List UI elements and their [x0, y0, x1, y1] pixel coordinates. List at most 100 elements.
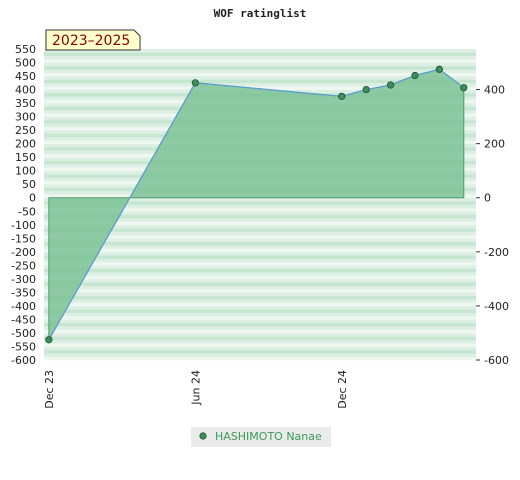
- x-tick-label: Dec 24: [336, 370, 349, 409]
- x-tick-label: Jun 24: [189, 370, 202, 406]
- plot-band: [44, 258, 476, 263]
- legend[interactable]: HASHIMOTO Nanae: [191, 427, 331, 447]
- right-tick-label: 0: [484, 192, 491, 205]
- plot-band: [44, 292, 476, 297]
- data-point[interactable]: [45, 336, 53, 344]
- plot-band: [44, 197, 476, 202]
- data-point[interactable]: [362, 85, 370, 94]
- left-tick-label: 400: [15, 84, 36, 97]
- plot-band: [44, 211, 476, 215]
- x-tick-label: Dec 23: [43, 370, 56, 409]
- left-tick-label: -550: [11, 340, 36, 353]
- plot-band: [44, 268, 476, 273]
- plot-band: [44, 289, 476, 293]
- plot-band: [44, 285, 476, 290]
- left-tick-label: 100: [15, 165, 36, 178]
- x-axis: Dec 23 Jun 24 Dec 24: [43, 370, 349, 409]
- plot-band: [44, 329, 476, 334]
- plot-band: [44, 255, 476, 259]
- plot-band: [44, 309, 476, 313]
- right-tick-label: 400: [484, 84, 505, 97]
- left-tick-label: -200: [11, 246, 36, 259]
- left-tick-label: -450: [11, 313, 36, 326]
- plot-band: [44, 241, 476, 246]
- left-tick-label: -50: [18, 205, 36, 218]
- left-tick-label: -500: [11, 327, 36, 340]
- left-tick-label: 150: [15, 151, 36, 164]
- plot-band: [44, 322, 476, 327]
- plot-band: [44, 72, 476, 77]
- plot-band: [44, 248, 476, 253]
- plot-band: [44, 234, 476, 239]
- data-point[interactable]: [460, 84, 468, 92]
- plot-band: [44, 65, 476, 70]
- plot-band: [44, 231, 476, 236]
- plot-band: [44, 201, 476, 205]
- plot-band: [44, 353, 476, 357]
- chart-title: WOF ratinglist: [214, 7, 307, 20]
- plot-band: [44, 207, 476, 212]
- plot-band: [44, 356, 476, 361]
- plot-band: [44, 204, 476, 209]
- data-point[interactable]: [386, 81, 395, 89]
- data-point[interactable]: [338, 92, 346, 100]
- period-badge: 2023–2025: [45, 29, 141, 51]
- plot-band: [44, 214, 476, 219]
- left-tick-label: -400: [11, 300, 36, 313]
- plot-band: [44, 55, 476, 60]
- left-tick-label: 50: [22, 178, 36, 191]
- data-point[interactable]: [411, 71, 419, 80]
- plot-band: [44, 79, 476, 84]
- plot-band: [44, 346, 476, 351]
- legend-box: [191, 427, 331, 447]
- plot-band: [44, 228, 476, 232]
- plot-band: [44, 326, 476, 330]
- plot-band: [44, 349, 476, 354]
- plot-band: [44, 319, 476, 324]
- plot-band: [44, 49, 476, 53]
- plot-band: [44, 221, 476, 226]
- series-points: [45, 65, 468, 344]
- right-tick-label: -400: [484, 300, 509, 313]
- plot-band: [44, 295, 476, 300]
- left-tick-label: 450: [15, 70, 36, 83]
- plot-band: [44, 251, 476, 256]
- plot-band: [44, 69, 476, 73]
- plot-band: [44, 332, 476, 337]
- left-tick-label: -350: [11, 286, 36, 299]
- plot-band: [44, 261, 476, 266]
- plot-band: [44, 62, 476, 67]
- left-tick-label: 350: [15, 97, 36, 110]
- period-badge-box: [45, 29, 141, 51]
- left-tick-label: 250: [15, 124, 36, 137]
- series-line: [48, 68, 465, 341]
- legend-series-label: HASHIMOTO Nanae: [215, 430, 322, 443]
- plot-band: [44, 82, 476, 87]
- plot-band: [44, 316, 476, 320]
- data-point[interactable]: [191, 79, 199, 87]
- left-tick-label: 550: [15, 43, 36, 56]
- left-tick-label: -250: [11, 259, 36, 272]
- left-tick-label: -150: [11, 232, 36, 245]
- right-axis: 400 200 0 -200 -400 -600: [476, 84, 509, 367]
- right-tick-label: -600: [484, 354, 509, 367]
- plot-band: [44, 336, 476, 341]
- plot-band: [44, 224, 476, 229]
- plot-band: [44, 278, 476, 283]
- data-point[interactable]: [435, 65, 443, 73]
- plot-band: [44, 275, 476, 280]
- plot-band: [44, 312, 476, 317]
- period-badge-label: 2023–2025: [52, 33, 130, 49]
- plot-band: [44, 272, 476, 276]
- left-tick-label: -600: [11, 354, 36, 367]
- left-axis: 550500450400350300250200150100500-50-100…: [11, 43, 36, 367]
- plot-band: [44, 59, 476, 63]
- plot-band: [44, 339, 476, 344]
- legend-marker: [199, 432, 207, 440]
- plot-band: [44, 218, 476, 222]
- plot-band: [44, 265, 476, 270]
- right-tick-label: 200: [484, 138, 505, 151]
- plot-band: [44, 343, 476, 347]
- plot-band: [44, 86, 476, 90]
